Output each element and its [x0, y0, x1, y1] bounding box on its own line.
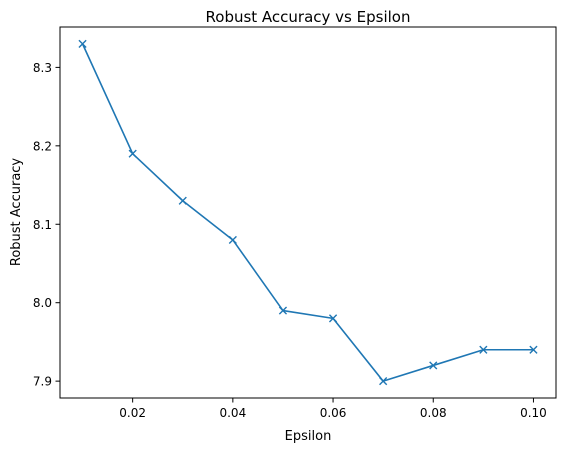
- data-point: [178, 196, 187, 205]
- x-tick-label: 0.04: [219, 406, 246, 420]
- y-tick-label: 8.2: [33, 139, 52, 153]
- x-axis: 0.02 0.04 0.06 0.08 0.10: [119, 398, 547, 420]
- plot-area: [78, 39, 538, 386]
- data-point: [228, 235, 237, 245]
- plot-frame: [59, 26, 557, 399]
- y-tick-label: 8.0: [33, 296, 52, 310]
- data-point: [278, 306, 288, 315]
- x-tick-label: 0.06: [320, 406, 347, 420]
- y-axis: 7.9 8.0 8.1 8.2 8.3: [33, 61, 60, 389]
- y-axis-label: Robust Accuracy: [9, 158, 24, 267]
- data-point: [429, 361, 438, 370]
- x-axis-label: Epsilon: [285, 429, 332, 444]
- series-line: [81, 43, 535, 382]
- data-point: [328, 314, 338, 323]
- x-tick-label: 0.08: [420, 406, 447, 420]
- x-tick-label: 0.10: [520, 406, 547, 420]
- data-point: [379, 377, 388, 386]
- data-point: [128, 149, 137, 158]
- y-tick-label: 7.9: [33, 375, 52, 389]
- x-tick-label: 0.02: [119, 406, 146, 420]
- y-tick-label: 8.3: [33, 61, 52, 75]
- y-tick-label: 8.1: [33, 218, 52, 232]
- data-point: [529, 345, 538, 354]
- chart-title: Robust Accuracy vs Epsilon: [206, 8, 411, 26]
- data-point: [78, 39, 87, 48]
- data-point: [479, 345, 488, 354]
